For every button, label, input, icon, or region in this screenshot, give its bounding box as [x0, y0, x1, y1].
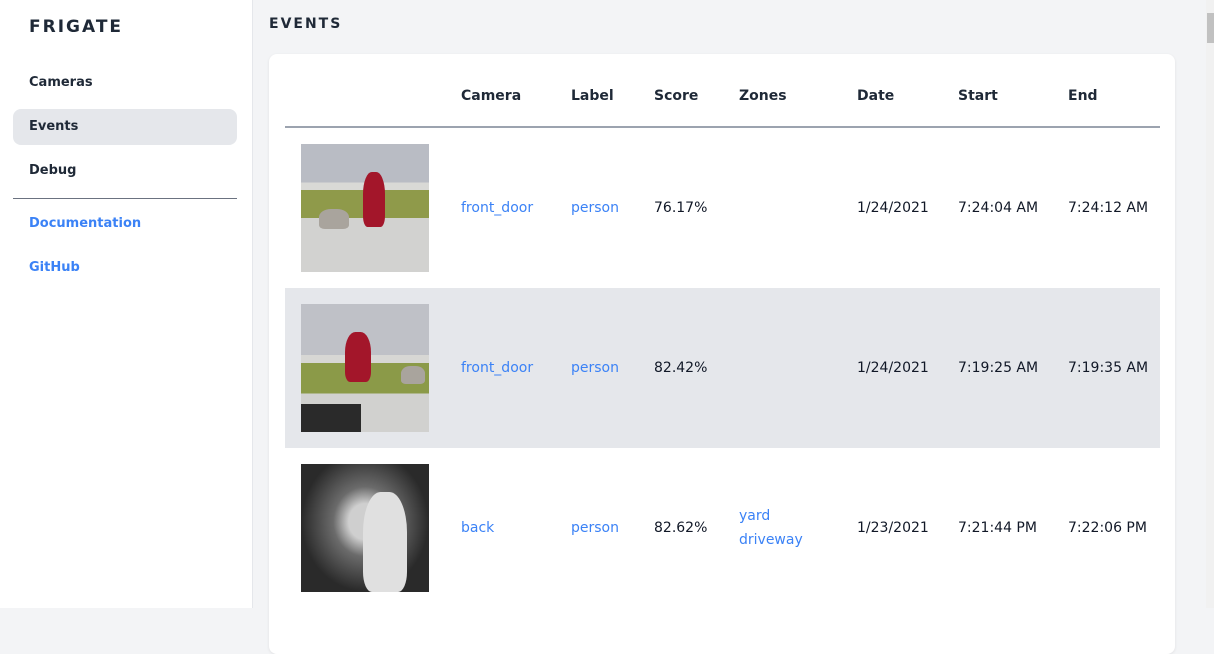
zone-link[interactable]: driveway [739, 532, 803, 548]
label-link[interactable]: person [571, 200, 619, 216]
end-time: 7:22:06 PM [1068, 520, 1147, 536]
table-row[interactable]: front_door person 76.17% 1/24/2021 7:24:… [285, 128, 1160, 288]
table-row[interactable]: back person 82.62% yard driveway 1/23/20… [285, 448, 1160, 608]
page-title: EVENTS [269, 16, 343, 32]
sidebar-item-cameras[interactable]: Cameras [29, 75, 93, 90]
camera-link[interactable]: back [461, 520, 495, 536]
date: 1/24/2021 [857, 200, 929, 216]
event-thumbnail[interactable] [301, 304, 429, 432]
header-camera: Camera [461, 88, 522, 104]
sidebar-item-events[interactable]: Events [13, 109, 237, 145]
table-row[interactable]: front_door person 82.42% 1/24/2021 7:19:… [285, 288, 1160, 448]
sidebar-item-debug[interactable]: Debug [29, 163, 77, 178]
score: 82.42% [654, 360, 708, 376]
end-time: 7:24:12 AM [1068, 200, 1149, 216]
header-divider [285, 126, 1160, 128]
score: 76.17% [654, 200, 708, 216]
camera-link[interactable]: front_door [461, 360, 534, 376]
start-time: 7:19:25 AM [958, 360, 1039, 376]
zones: yard driveway [739, 504, 803, 552]
header-label: Label [571, 88, 614, 104]
header-score: Score [654, 88, 699, 104]
sidebar-link-documentation[interactable]: Documentation [29, 216, 142, 231]
start-time: 7:21:44 PM [958, 520, 1037, 536]
label-link[interactable]: person [571, 520, 619, 536]
header-start: Start [958, 88, 998, 104]
sidebar: FRIGATE Cameras Events Debug Documentati… [0, 0, 253, 608]
sidebar-divider [13, 198, 237, 199]
camera-link[interactable]: front_door [461, 200, 534, 216]
end-time: 7:19:35 AM [1068, 360, 1149, 376]
date: 1/23/2021 [857, 520, 929, 536]
event-thumbnail[interactable] [301, 144, 429, 272]
header-zones: Zones [739, 88, 787, 104]
scrollbar[interactable] [1206, 0, 1214, 608]
scrollbar-thumb[interactable] [1207, 13, 1214, 43]
app-logo[interactable]: FRIGATE [29, 17, 124, 37]
header-date: Date [857, 88, 895, 104]
sidebar-link-github[interactable]: GitHub [29, 260, 80, 275]
start-time: 7:24:04 AM [958, 200, 1039, 216]
zone-link[interactable]: yard [739, 508, 771, 524]
label-link[interactable]: person [571, 360, 619, 376]
header-end: End [1068, 88, 1098, 104]
date: 1/24/2021 [857, 360, 929, 376]
score: 82.62% [654, 520, 708, 536]
event-thumbnail[interactable] [301, 464, 429, 592]
